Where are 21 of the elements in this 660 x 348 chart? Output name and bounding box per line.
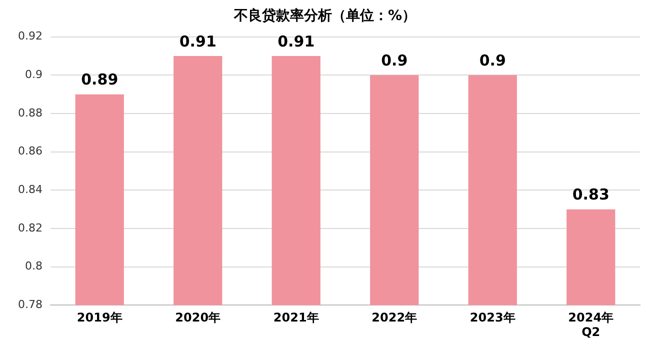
chart-title: 不良贷款率分析（单位：%） xyxy=(232,7,416,24)
x-tick-label: 2020年 xyxy=(175,310,221,325)
data-label: 0.9 xyxy=(479,52,506,70)
y-tick-label: 0.84 xyxy=(18,183,42,196)
y-tick-label: 0.88 xyxy=(18,106,42,120)
x-tick-label: 2023年 xyxy=(470,310,516,325)
x-tick-label: 2022年 xyxy=(372,310,418,325)
data-label: 0.91 xyxy=(179,32,216,50)
x-tick-label: 2024年 Q2 xyxy=(568,310,614,339)
y-tick-label: 0.92 xyxy=(18,30,42,43)
data-label: 0.83 xyxy=(572,186,610,204)
y-tick-label: 0.86 xyxy=(18,144,42,158)
data-label: 0.89 xyxy=(81,70,118,89)
x-tick-label: 2019年 xyxy=(76,310,122,325)
y-tick-label: 0.82 xyxy=(18,221,42,234)
y-tick-label: 0.9 xyxy=(24,68,42,81)
data-label: 0.9 xyxy=(381,52,408,70)
y-tick-label: 0.78 xyxy=(18,298,42,312)
data-label: 0.91 xyxy=(278,32,315,50)
x-tick-label: 2021年 xyxy=(273,310,319,325)
y-tick-label: 0.8 xyxy=(24,260,42,273)
